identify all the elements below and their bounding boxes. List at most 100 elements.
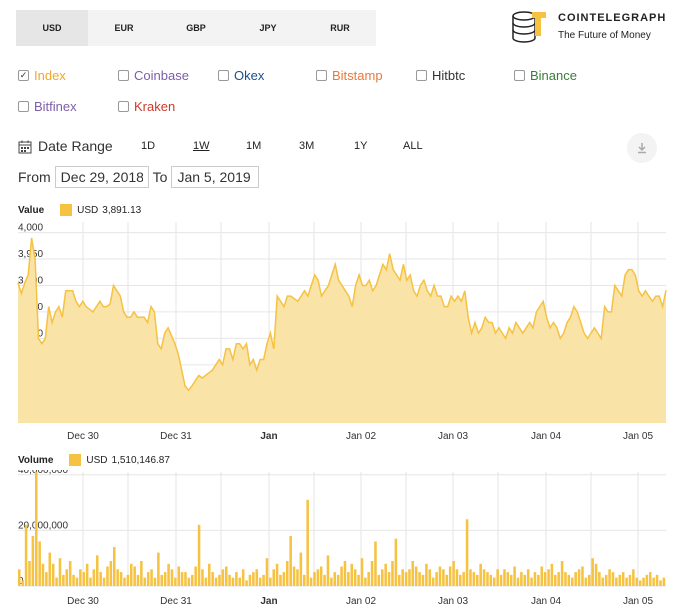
exchange-label: Hitbtc: [432, 68, 466, 83]
range-1m-button[interactable]: 1M: [246, 140, 262, 152]
volume-bar: [448, 566, 452, 586]
volume-bar: [425, 563, 428, 586]
exchange-hitbtc[interactable]: Hitbtc: [416, 68, 465, 83]
volume-bar: [459, 574, 462, 586]
volume-bar: [48, 552, 52, 586]
tab-usd[interactable]: USD: [16, 10, 88, 46]
volume-bar: [408, 569, 411, 586]
volume-bar: [598, 572, 601, 586]
value-chart[interactable]: 4,0003,9503,9003,8503,8003,7503,7003,650…: [0, 218, 674, 448]
volume-bar: [584, 577, 588, 586]
volume-bar: [472, 572, 476, 586]
volume-bar: [221, 569, 225, 586]
tab-eur[interactable]: EUR: [114, 23, 134, 33]
volume-bar: [476, 574, 479, 586]
exchange-index[interactable]: ✓ Index: [18, 68, 66, 83]
volume-bar: [306, 499, 309, 586]
checkbox-bitfinex[interactable]: [18, 101, 29, 112]
volume-bar: [41, 563, 45, 586]
exchange-okex[interactable]: Okex: [218, 68, 264, 83]
x-tick-label: Jan 02: [346, 596, 376, 607]
volume-bar: [35, 472, 38, 586]
exchange-coinbase[interactable]: Coinbase: [118, 68, 189, 83]
volume-legend: Volume USD 1,510,146.87: [18, 454, 170, 466]
volume-bar: [316, 569, 320, 586]
volume-bar: [438, 566, 442, 586]
volume-bar: [146, 572, 150, 586]
volume-bar: [167, 563, 170, 586]
download-button[interactable]: [627, 133, 657, 163]
volume-bar: [574, 572, 577, 586]
brand-logo[interactable]: COINTELEGRAPH The Future of Money: [510, 8, 670, 46]
volume-bar: [445, 574, 449, 586]
volume-bar: [340, 566, 343, 586]
volume-bar: [594, 563, 598, 586]
volume-bar: [201, 569, 204, 586]
volume-bar: [560, 561, 564, 586]
x-tick-label: Jan 02: [346, 431, 376, 442]
volume-bar: [659, 580, 662, 586]
checkbox-okex[interactable]: [218, 70, 229, 81]
volume-bar: [370, 561, 374, 586]
volume-bar: [350, 563, 354, 586]
volume-bar: [45, 572, 48, 586]
x-tick-label: Jan 03: [438, 596, 468, 607]
from-date-input[interactable]: [54, 166, 149, 188]
checkbox-hitbtc[interactable]: [416, 70, 427, 81]
checkbox-bitstamp[interactable]: [316, 70, 327, 81]
volume-bar: [638, 580, 642, 586]
volume-bar: [150, 569, 153, 586]
tab-gbp[interactable]: GBP: [186, 23, 206, 33]
date-range-selector: Date Range 1D 1W 1M 3M 1Y ALL: [18, 138, 478, 158]
tab-jpy[interactable]: JPY: [259, 23, 277, 33]
volume-bar: [99, 572, 102, 586]
volume-bar: [469, 569, 472, 586]
volume-bar: [18, 569, 21, 586]
range-1d-button[interactable]: 1D: [141, 140, 156, 152]
volume-bar: [194, 566, 197, 586]
volume-bar: [313, 572, 316, 586]
volume-bar: [374, 541, 377, 586]
volume-bar: [269, 577, 272, 586]
to-date-input[interactable]: [171, 166, 260, 188]
value-legend: Value USD 3,891.13: [18, 204, 141, 216]
exchange-bitstamp[interactable]: Bitstamp: [316, 68, 383, 83]
exchange-bitfinex[interactable]: Bitfinex: [18, 99, 77, 114]
volume-bar: [462, 572, 465, 586]
exchange-binance[interactable]: Binance: [514, 68, 577, 83]
calendar-icon: [18, 140, 32, 154]
exchange-kraken[interactable]: Kraken: [118, 99, 175, 114]
volume-bar: [191, 574, 194, 586]
checkbox-coinbase[interactable]: [118, 70, 129, 81]
x-tick-label: Jan 05: [623, 596, 653, 607]
range-1w-button[interactable]: 1W: [193, 140, 210, 152]
currency-tabs: USD EUR GBP JPY RUR: [16, 10, 376, 46]
volume-bar: [51, 563, 55, 586]
volume-bar: [303, 574, 306, 586]
volume-bar: [72, 574, 75, 586]
volume-chart[interactable]: 40,000,000 20,000,000 0 Dec 30 Dec 31 Jan Jan …: [0, 470, 674, 614]
from-label: From: [18, 169, 51, 185]
volume-bar: [401, 569, 404, 586]
checkbox-index[interactable]: ✓: [18, 70, 29, 81]
checkbox-binance[interactable]: [514, 70, 525, 81]
exchange-label: Binance: [530, 68, 577, 83]
exchange-label: Kraken: [134, 99, 176, 114]
volume-bar: [113, 547, 116, 586]
checkbox-kraken[interactable]: [118, 101, 129, 112]
volume-bar: [486, 572, 489, 586]
volume-bar: [418, 572, 421, 586]
range-all-button[interactable]: ALL: [403, 140, 423, 152]
volume-bar: [38, 541, 41, 586]
value-legend-amount: 3,891.13: [102, 204, 142, 216]
volume-bar: [557, 572, 560, 586]
volume-bar: [119, 572, 123, 586]
range-3m-button[interactable]: 3M: [299, 140, 315, 152]
volume-bar: [228, 574, 231, 586]
volume-bar: [289, 536, 292, 586]
volume-bar: [526, 569, 530, 586]
volume-bar: [377, 574, 381, 586]
y-tick-label: 20,000,000: [18, 520, 68, 531]
tab-rur[interactable]: RUR: [330, 23, 350, 33]
range-1y-button[interactable]: 1Y: [354, 140, 368, 152]
